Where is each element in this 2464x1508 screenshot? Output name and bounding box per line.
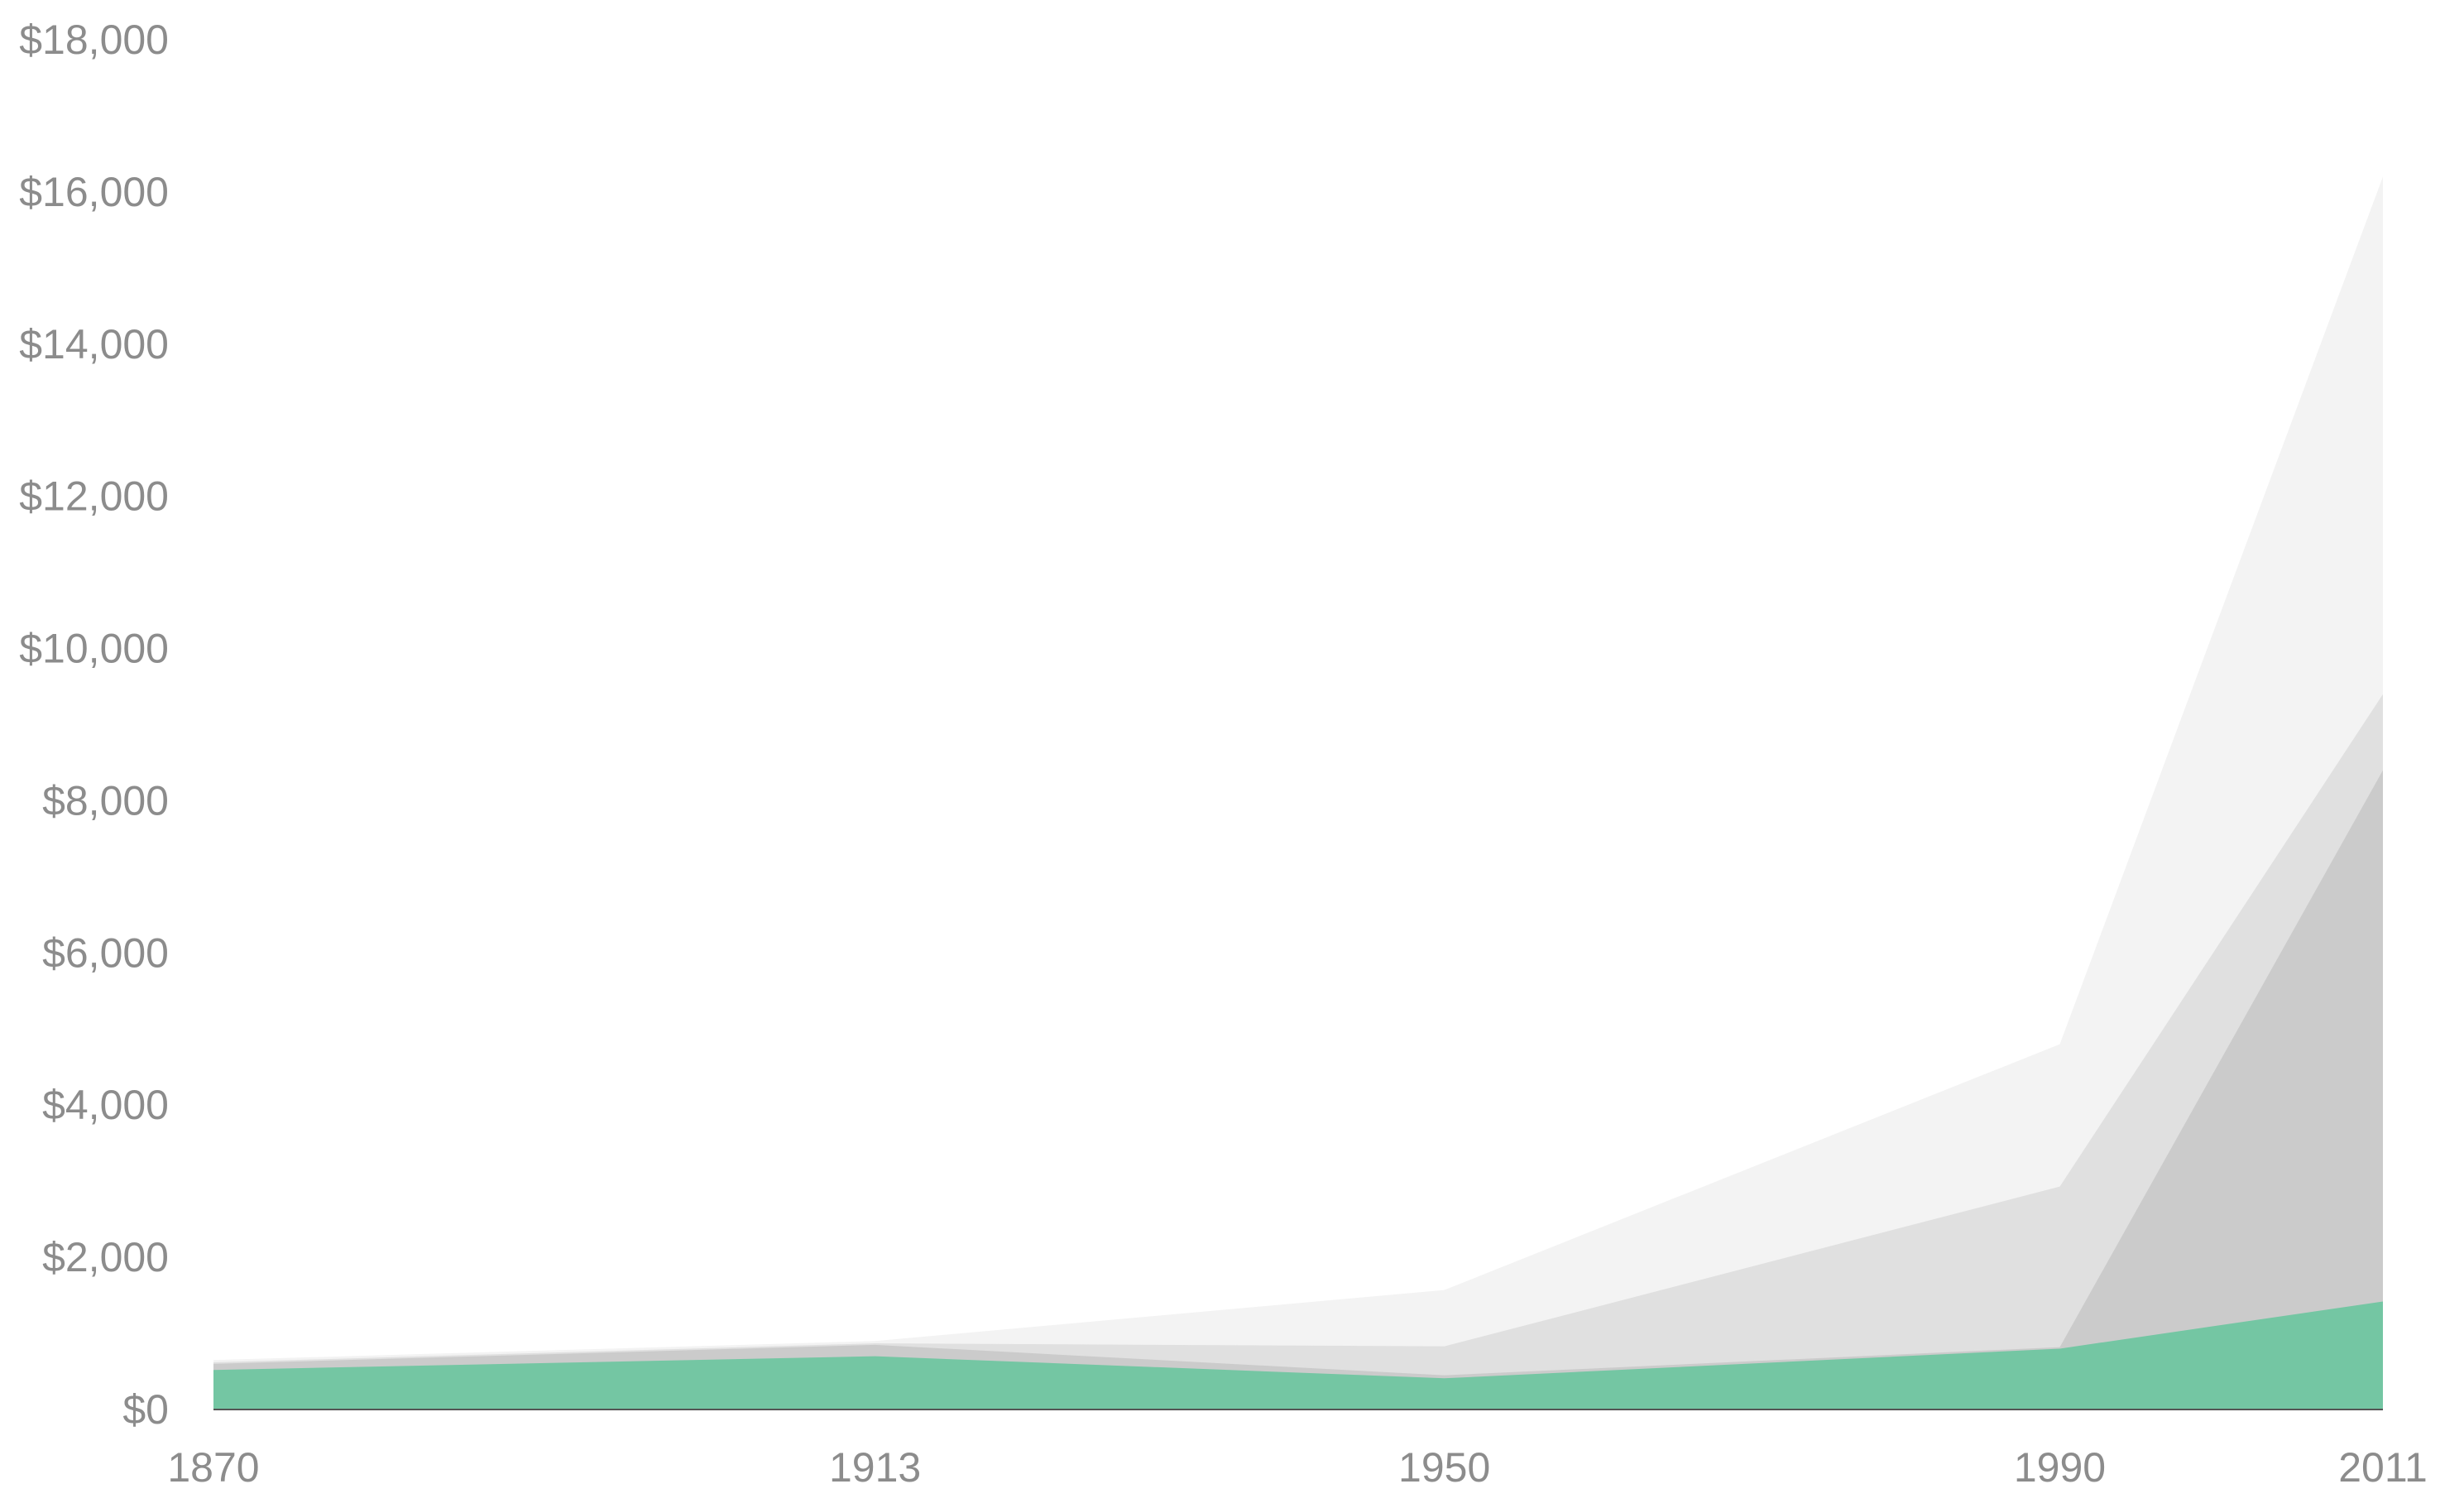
x-tick-label: 2011 xyxy=(2338,1444,2428,1491)
area-series-4 xyxy=(213,1301,2383,1410)
x-tick-label: 1950 xyxy=(1398,1444,1490,1491)
y-axis-tick-labels: $0 $2,000 $4,000 $6,000 $8,000 $10,000 $12,000… xyxy=(19,17,169,1433)
x-tick-label: 1990 xyxy=(2014,1444,2106,1491)
y-tick-label: $8,000 xyxy=(42,777,169,824)
y-tick-label: $16,000 xyxy=(19,169,169,215)
x-tick-label: 1870 xyxy=(167,1444,259,1491)
area-series-group xyxy=(213,176,2383,1410)
y-tick-label: $2,000 xyxy=(42,1234,169,1280)
y-tick-label: $6,000 xyxy=(42,929,169,976)
y-tick-label: $18,000 xyxy=(19,17,169,63)
y-tick-label: $4,000 xyxy=(42,1082,169,1128)
y-tick-label: $10,000 xyxy=(19,626,169,672)
x-tick-label: 1913 xyxy=(829,1444,921,1491)
x-axis-tick-labels: 1870 1913 1950 1990 2011 xyxy=(167,1444,2427,1491)
y-tick-label: $12,000 xyxy=(19,473,169,520)
y-tick-label: $14,000 xyxy=(19,321,169,367)
y-tick-label: $0 xyxy=(122,1386,169,1433)
